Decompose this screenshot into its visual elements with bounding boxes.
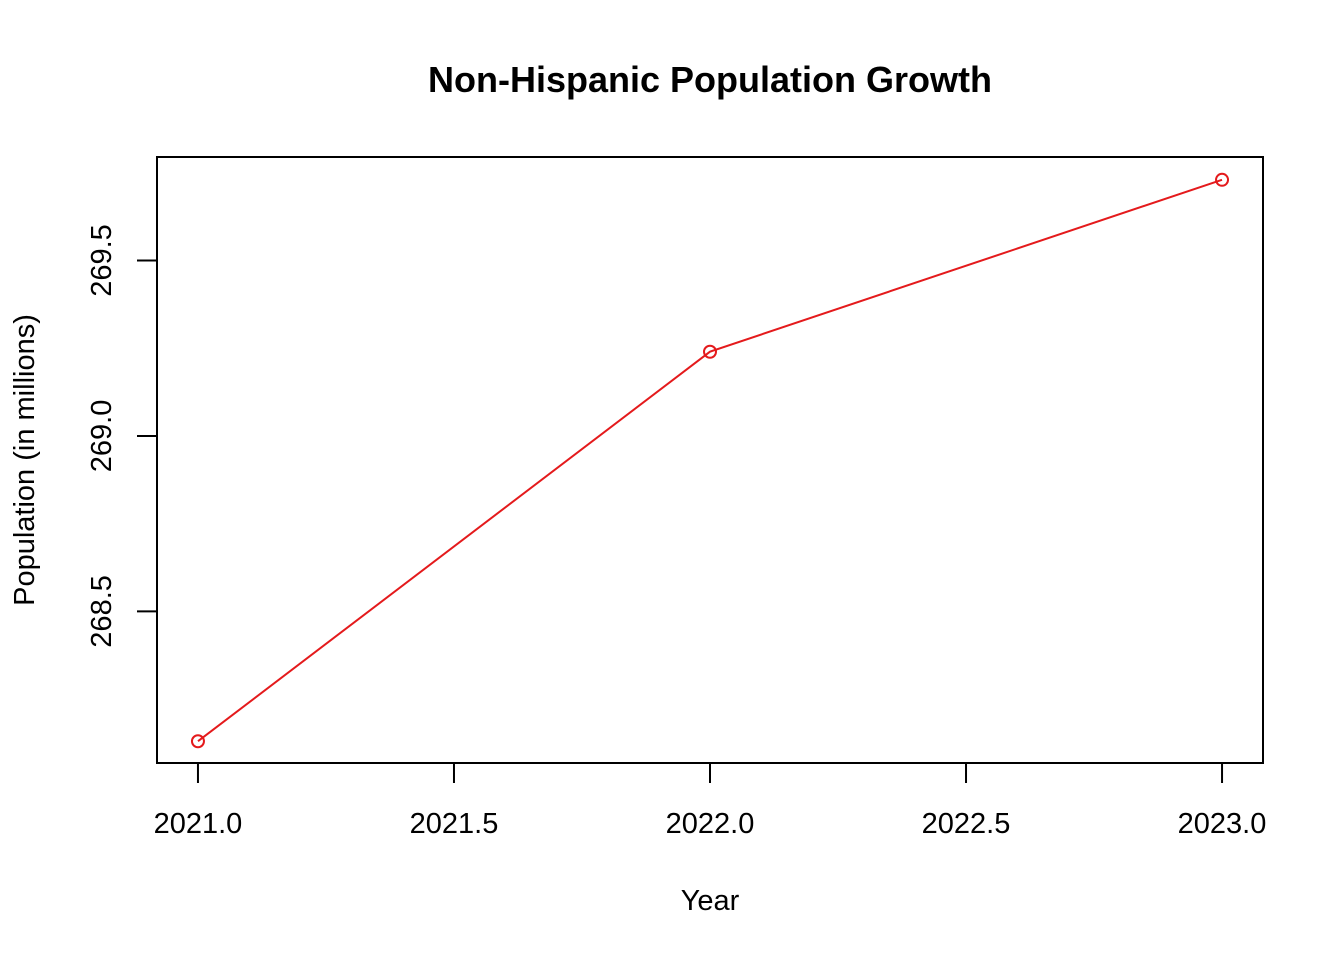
- x-axis: 2021.0 2021.5 2022.0 2022.5 2023.0: [154, 762, 1267, 840]
- x-tick-label: 2021.5: [410, 808, 499, 840]
- x-tick-label: 2021.0: [154, 808, 243, 840]
- y-axis: 268.5 269.0 269.5: [86, 224, 158, 648]
- series-line: [197, 178, 1223, 742]
- plot-frame: [156, 156, 1264, 764]
- x-axis-label: Year: [681, 885, 740, 917]
- x-tick-label: 2022.5: [922, 808, 1011, 840]
- y-tick-label: 269.5: [86, 224, 118, 297]
- y-tick-label: 269.0: [86, 400, 118, 473]
- y-tick-label: 268.5: [86, 575, 118, 648]
- data-point: [190, 734, 205, 749]
- x-tick-label: 2022.0: [666, 808, 755, 840]
- data-point: [1215, 172, 1230, 187]
- y-axis-label: Population (in millions): [9, 314, 41, 606]
- x-tick-label: 2023.0: [1178, 808, 1267, 840]
- series-layer: [190, 172, 1230, 749]
- data-point: [703, 344, 717, 359]
- chart-title: Non-Hispanic Population Growth: [428, 59, 992, 100]
